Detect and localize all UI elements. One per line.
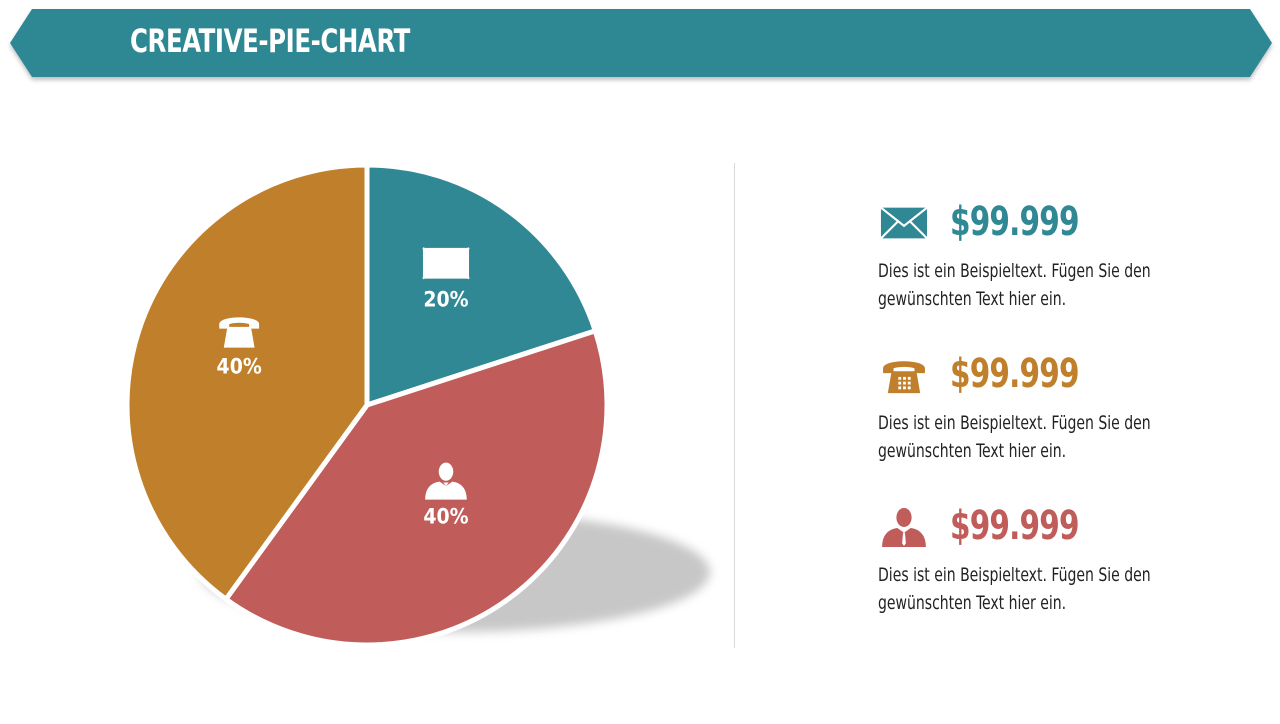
pie-slice-1 bbox=[223, 328, 610, 648]
legend-description: Dies ist ein Beispieltext. Fügen Sie den… bbox=[878, 412, 1151, 462]
telephone-icon bbox=[883, 361, 925, 394]
legend-description: Dies ist ein Beispieltext. Fügen Sie den… bbox=[878, 260, 1151, 310]
divider bbox=[734, 163, 735, 648]
pie-slice-2 bbox=[124, 162, 370, 602]
pie-slice-label: 40% bbox=[423, 505, 468, 529]
legend-value: $99.999 bbox=[950, 351, 1079, 397]
banner-shape bbox=[10, 9, 1272, 77]
pie-slice-label: 40% bbox=[217, 354, 262, 378]
pie-chart-svg: 20% 40% 40% bbox=[124, 162, 710, 648]
pie-slice-label: 20% bbox=[423, 287, 468, 311]
title-banner: CREATIVE-PIE-CHART bbox=[0, 0, 1280, 90]
legend-description: Dies ist ein Beispieltext. Fügen Sie den… bbox=[878, 564, 1151, 614]
envelope-icon bbox=[880, 206, 928, 240]
page-title: CREATIVE-PIE-CHART bbox=[130, 22, 410, 60]
pie-slice-0 bbox=[364, 162, 598, 408]
legend-value: $99.999 bbox=[950, 503, 1079, 549]
envelope-icon bbox=[421, 246, 470, 280]
businessman-icon bbox=[882, 507, 926, 547]
legend-value: $99.999 bbox=[950, 199, 1079, 245]
pie-chart: 20% 40% 40% bbox=[124, 162, 710, 648]
